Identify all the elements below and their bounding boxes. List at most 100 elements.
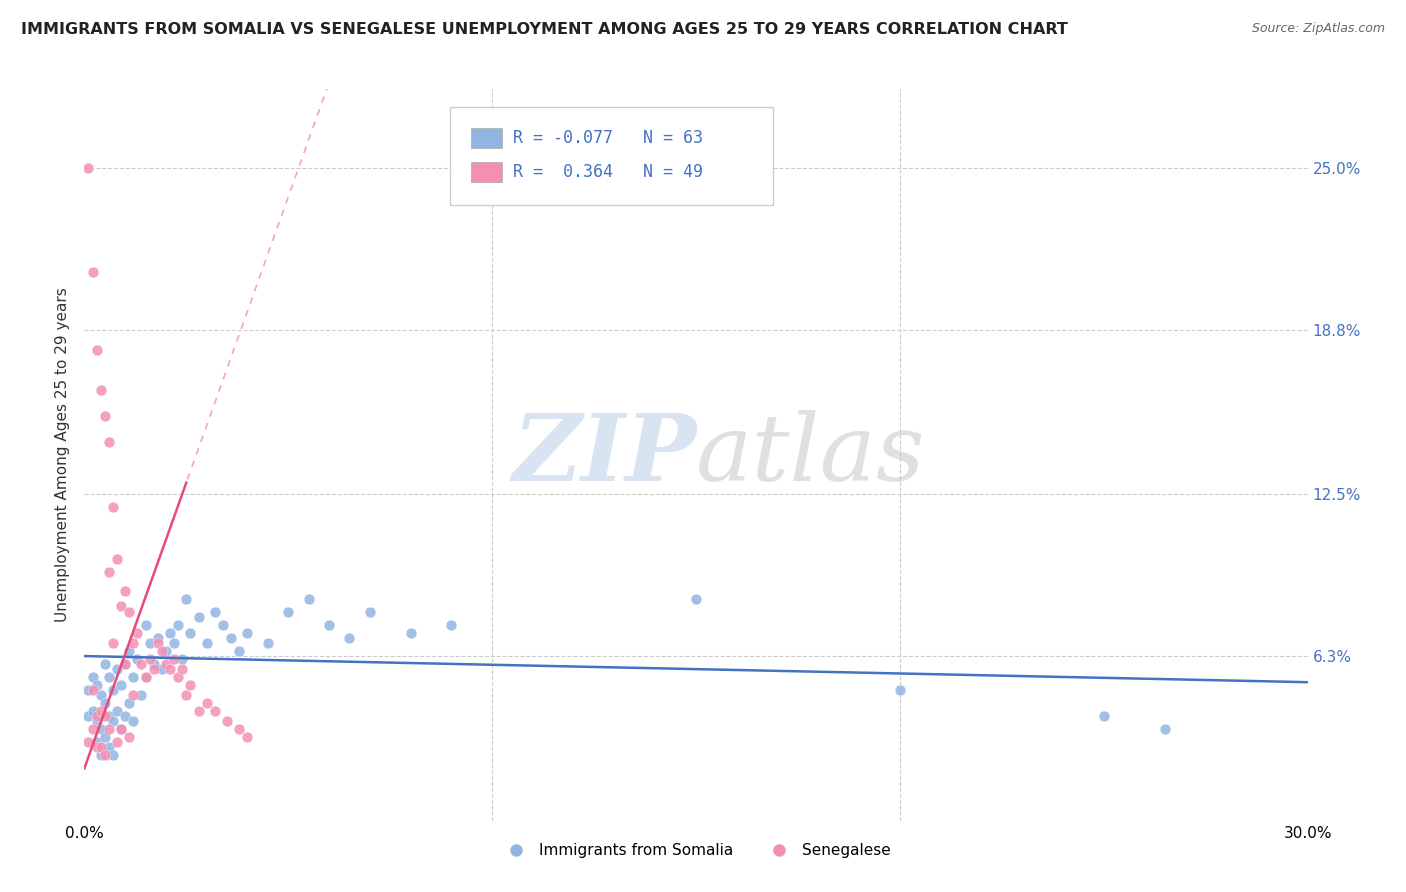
Point — [122, 688, 145, 702]
Point — [174, 688, 197, 702]
Point — [114, 657, 136, 671]
Point — [86, 740, 108, 755]
Point — [204, 704, 226, 718]
Point — [174, 591, 197, 606]
Point — [1154, 723, 1177, 737]
Point — [142, 662, 165, 676]
Point — [90, 688, 112, 702]
Point — [114, 709, 136, 723]
Point — [101, 636, 124, 650]
Point — [101, 500, 124, 515]
Point — [135, 670, 157, 684]
Point — [1092, 709, 1115, 723]
Point — [114, 583, 136, 598]
Point — [110, 599, 132, 614]
Point — [138, 651, 160, 665]
Point — [93, 657, 115, 671]
Point — [118, 644, 141, 658]
Point — [135, 670, 157, 684]
Point — [82, 704, 104, 718]
Point — [90, 704, 112, 718]
Point — [93, 730, 115, 744]
Point — [90, 723, 112, 737]
Point — [110, 723, 132, 737]
Point — [179, 625, 201, 640]
Text: ZIP: ZIP — [512, 410, 696, 500]
Point — [86, 709, 108, 723]
Point — [114, 657, 136, 671]
Point — [440, 617, 463, 632]
Point — [118, 605, 141, 619]
Point — [159, 662, 181, 676]
Point — [131, 688, 153, 702]
Point — [179, 678, 201, 692]
Point — [150, 662, 173, 676]
Point — [101, 683, 124, 698]
Point — [97, 723, 120, 737]
Point — [122, 670, 145, 684]
Point — [97, 434, 120, 449]
Point — [195, 636, 218, 650]
Point — [77, 161, 100, 175]
Point — [105, 662, 128, 676]
Legend: Immigrants from Somalia, Senegalese: Immigrants from Somalia, Senegalese — [495, 837, 897, 864]
Point — [86, 678, 108, 692]
Point — [146, 636, 169, 650]
Point — [101, 714, 124, 729]
Point — [167, 617, 190, 632]
Point — [105, 704, 128, 718]
Point — [118, 696, 141, 710]
Point — [142, 657, 165, 671]
Point — [93, 696, 115, 710]
Point — [77, 709, 100, 723]
Point — [217, 714, 239, 729]
Point — [219, 631, 242, 645]
Point — [155, 644, 177, 658]
Text: Source: ZipAtlas.com: Source: ZipAtlas.com — [1251, 22, 1385, 36]
Text: IMMIGRANTS FROM SOMALIA VS SENEGALESE UNEMPLOYMENT AMONG AGES 25 TO 29 YEARS COR: IMMIGRANTS FROM SOMALIA VS SENEGALESE UN… — [21, 22, 1069, 37]
Point — [131, 657, 153, 671]
Point — [163, 636, 186, 650]
Point — [90, 383, 112, 397]
Point — [146, 631, 169, 645]
Point — [97, 670, 120, 684]
Point — [97, 709, 120, 723]
Point — [86, 735, 108, 749]
Point — [236, 625, 259, 640]
Point — [127, 651, 149, 665]
Point — [138, 636, 160, 650]
Point — [172, 651, 194, 665]
Point — [228, 723, 250, 737]
Point — [257, 636, 280, 650]
Point — [685, 591, 707, 606]
Point — [86, 343, 108, 358]
Point — [77, 735, 100, 749]
Point — [127, 625, 149, 640]
Point — [82, 723, 104, 737]
Point — [82, 670, 104, 684]
Point — [187, 610, 209, 624]
Point — [172, 662, 194, 676]
Point — [110, 678, 132, 692]
Point — [93, 709, 115, 723]
Point — [228, 644, 250, 658]
Point — [93, 409, 115, 423]
Point — [105, 735, 128, 749]
Point — [82, 683, 104, 698]
Point — [122, 714, 145, 729]
Text: R = -0.077   N = 63: R = -0.077 N = 63 — [513, 129, 703, 147]
Point — [118, 730, 141, 744]
Point — [889, 683, 911, 698]
Point — [105, 552, 128, 566]
Point — [90, 740, 112, 755]
Point — [90, 748, 112, 763]
Point — [159, 625, 181, 640]
Point — [195, 696, 218, 710]
Point — [399, 625, 422, 640]
Point — [277, 605, 299, 619]
Text: R =  0.364   N = 49: R = 0.364 N = 49 — [513, 163, 703, 181]
Point — [86, 714, 108, 729]
Point — [82, 265, 104, 279]
Point — [93, 748, 115, 763]
Point — [163, 651, 186, 665]
